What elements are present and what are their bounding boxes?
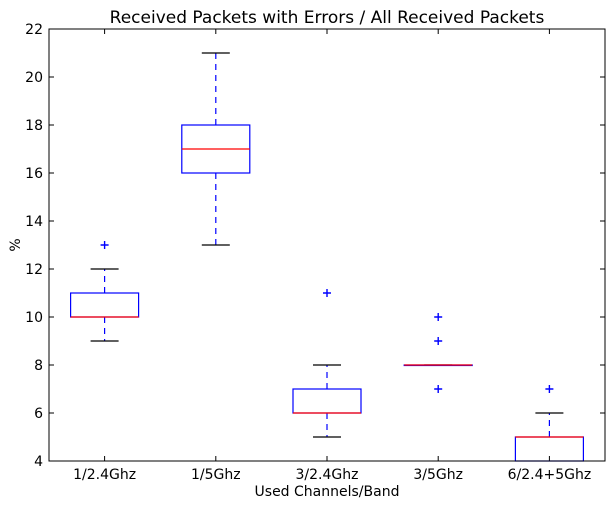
y-tick-label: 20 — [25, 70, 43, 86]
x-tick-label: 3/2.4Ghz — [296, 467, 359, 483]
y-tick-label: 12 — [25, 262, 43, 278]
x-tick-label: 1/2.4Ghz — [73, 467, 136, 483]
box — [292, 388, 362, 414]
y-tick-label: 16 — [25, 166, 43, 182]
y-tick-label: 8 — [34, 358, 43, 374]
y-tick-label: 18 — [25, 118, 43, 134]
plot-frame — [48, 28, 606, 462]
y-tick-label: 6 — [34, 406, 43, 422]
x-tick-label: 3/5Ghz — [413, 467, 463, 483]
chart-title: Received Packets with Errors / All Recei… — [110, 8, 545, 28]
plot-area: 4 6 8 10 12 14 16 18 20 22 1/2.4Ghz 1/5Ghz 3/2.4Ghz 3… — [25, 22, 605, 483]
y-tick-label: 10 — [25, 310, 43, 326]
x-tick-label: 6/2.4+5Ghz — [508, 467, 592, 483]
outlier-marker — [100, 241, 109, 249]
outlier-marker — [434, 313, 443, 321]
y-tick-label: 4 — [34, 454, 43, 470]
outlier-marker — [323, 289, 331, 297]
y-axis-label: % — [8, 238, 24, 251]
y-tick-label: 22 — [25, 22, 43, 38]
x-axis-label: Used Channels/Band — [255, 484, 400, 500]
box — [69, 292, 140, 318]
outlier-marker — [434, 337, 443, 345]
y-tick-label: 14 — [25, 214, 43, 230]
x-tick-label: 1/5Ghz — [191, 467, 241, 483]
outlier-marker — [434, 385, 443, 393]
outlier-marker — [545, 385, 554, 393]
